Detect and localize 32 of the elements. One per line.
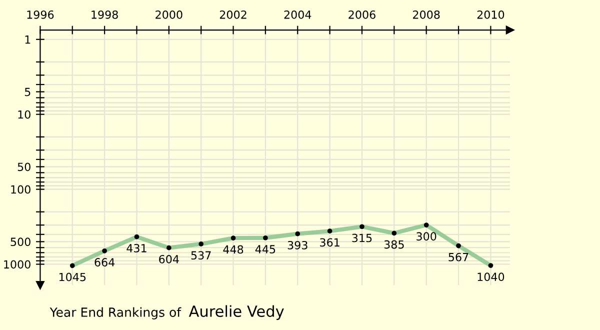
data-label: 1045	[59, 272, 86, 282]
text: Aurelie Vedy	[188, 305, 284, 320]
y-tick-label: 50	[18, 162, 30, 172]
x-tick-label: 2000	[156, 10, 182, 19]
data-label: 445	[255, 245, 276, 254]
x-tick-label: 2006	[348, 10, 376, 19]
data-label: 664	[94, 258, 115, 266]
y-tick-label: 1	[25, 36, 30, 44]
x-tick-label: 1998	[92, 10, 118, 19]
x-tick-label: 1996	[27, 10, 54, 19]
x-tick-label: 2004	[284, 10, 312, 19]
line-series	[70, 222, 494, 268]
y-tick-label: 500	[10, 238, 30, 246]
data-label: 567	[448, 252, 468, 262]
data-label: 1040	[478, 272, 504, 282]
x-tick-label: 2010	[477, 10, 504, 19]
y-tick-label: 1000	[4, 260, 30, 269]
data-label: 604	[159, 254, 179, 264]
data-label: 448	[223, 245, 244, 254]
data-label: 300	[416, 232, 436, 241]
x-tick-label: 2002	[220, 10, 246, 19]
data-label: 315	[352, 234, 372, 242]
data-label: 431	[126, 244, 146, 252]
y-tick-label: 100	[11, 185, 30, 194]
data-label: 361	[320, 238, 340, 247]
y-tick-label: 5	[24, 88, 30, 96]
y-tick-label: 10	[18, 110, 30, 119]
x-tick-label: 2008	[413, 10, 440, 19]
data-label: 385	[384, 240, 404, 249]
data-label: 393	[288, 240, 308, 250]
text: Year End Rankings of	[50, 307, 182, 320]
data-label: 537	[191, 251, 211, 260]
